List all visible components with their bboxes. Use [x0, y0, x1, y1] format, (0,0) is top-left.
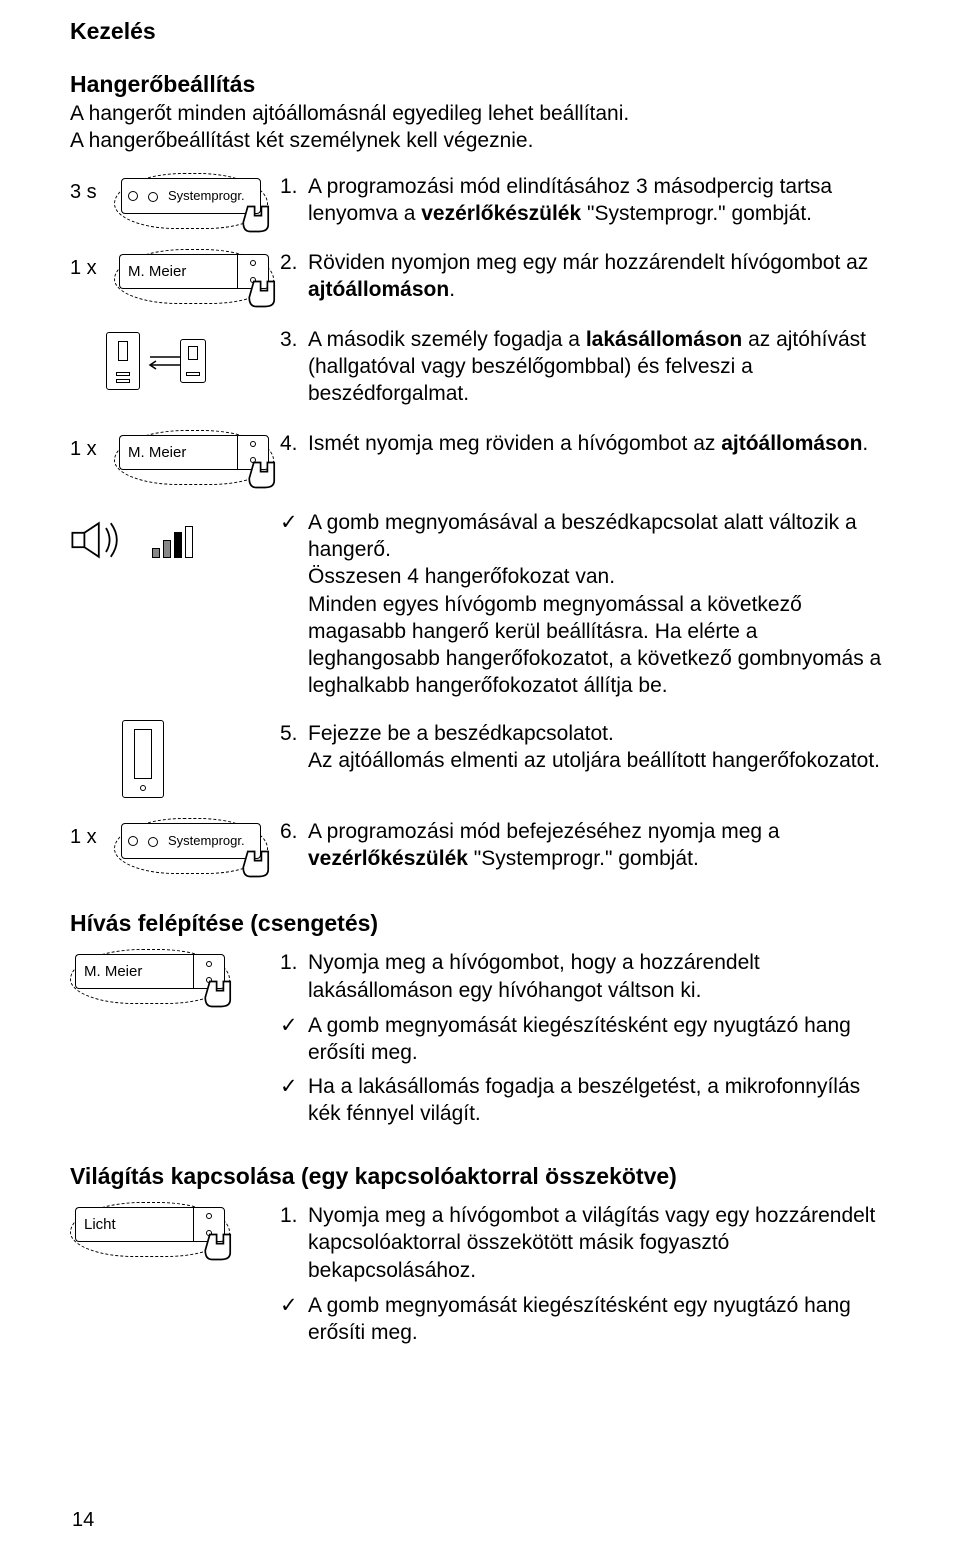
intercom-pair-icon	[106, 326, 266, 396]
licht-press-illustration: Licht	[70, 1202, 230, 1257]
step-3-text: A második személy fogadja a lakásállomás…	[308, 326, 890, 408]
step-2-num: 2.	[280, 249, 308, 304]
step-3-num: 3.	[280, 326, 308, 408]
hand-press-icon	[247, 460, 281, 490]
section-heading-light: Világítás kapcsolása (egy kapcsolóaktorr…	[70, 1163, 890, 1190]
callbutton-label: M. Meier	[75, 954, 193, 989]
step-6-num: 6.	[280, 818, 308, 873]
c-step-1-num: 1.	[280, 1202, 308, 1284]
volume-bars-icon	[152, 526, 193, 558]
step-1-text: A programozási mód elindításához 3 másod…	[308, 173, 890, 228]
b-check-2-text: Ha a lakásállomás fogadja a beszélgetést…	[308, 1073, 890, 1128]
c-check-1-text: A gomb megnyomását kiegészítésként egy n…	[308, 1292, 890, 1347]
c-step-1-text: Nyomja meg a hívógombot a világítás vagy…	[308, 1202, 890, 1284]
hand-press-icon	[241, 204, 275, 234]
counter-3s: 3 s	[70, 173, 106, 204]
light-button-label: Licht	[75, 1207, 193, 1242]
b-step-1-num: 1.	[280, 949, 308, 1004]
step-2-text: Röviden nyomjon meg egy már hozzárendelt…	[308, 249, 890, 304]
check-mark: ✓	[280, 509, 308, 700]
step-6-text: A programozási mód befejezéséhez nyomja …	[308, 818, 890, 873]
sysprogr-press-illustration-2: Systemprogr.	[114, 818, 268, 874]
step-5-text: Fejezze be a beszédkapcsolatot. Az ajtóá…	[308, 720, 890, 775]
intro-line-2: A hangerőbeállítást két személynek kell …	[70, 129, 533, 152]
callbutton-label: M. Meier	[119, 435, 237, 470]
hand-press-icon	[203, 1232, 237, 1262]
step-1-num: 1.	[280, 173, 308, 228]
step-4-text: Ismét nyomja meg röviden a hívógombot az…	[308, 430, 890, 457]
sysprogr-press-illustration: Systemprogr.	[114, 173, 268, 229]
speaker-icon	[70, 515, 130, 565]
check-mark: ✓	[280, 1292, 308, 1347]
intro-line-1: A hangerőt minden ajtóállomásnál egyedil…	[70, 102, 629, 125]
section-heading-call: Hívás felépítése (csengetés)	[70, 910, 890, 937]
page-number: 14	[72, 1509, 94, 1532]
section-heading-volume: Hangerőbeállítás	[70, 71, 890, 98]
hand-press-icon	[203, 979, 237, 1009]
step-5-num: 5.	[280, 720, 308, 775]
sysprogr-button-icon: Systemprogr.	[121, 178, 261, 214]
check-1-text: A gomb megnyomásával a beszédkapcsolat a…	[308, 509, 890, 700]
meier-press-illustration-3: M. Meier	[70, 949, 230, 1004]
intro-text: A hangerőt minden ajtóállomásnál egyedil…	[70, 100, 890, 155]
counter-1x-b: 1 x	[70, 430, 106, 461]
counter-1x-c: 1 x	[70, 818, 106, 849]
b-step-1-text: Nyomja meg a hívógombot, hogy a hozzáren…	[308, 949, 890, 1004]
meier-press-illustration-2: M. Meier	[114, 430, 274, 485]
check-mark: ✓	[280, 1012, 308, 1067]
sysprogr-label: Systemprogr.	[168, 833, 245, 848]
page-title: Kezelés	[70, 18, 890, 45]
door-station-icon	[122, 720, 164, 798]
sysprogr-label: Systemprogr.	[168, 188, 245, 203]
sysprogr-button-icon: Systemprogr.	[121, 823, 261, 859]
meier-press-illustration-1: M. Meier	[114, 249, 274, 304]
b-check-1-text: A gomb megnyomását kiegészítésként egy n…	[308, 1012, 890, 1067]
step-4-num: 4.	[280, 430, 308, 457]
check-mark: ✓	[280, 1073, 308, 1128]
counter-1x-a: 1 x	[70, 249, 106, 280]
hand-press-icon	[247, 279, 281, 309]
callbutton-label: M. Meier	[119, 254, 237, 289]
hand-press-icon	[241, 849, 275, 879]
